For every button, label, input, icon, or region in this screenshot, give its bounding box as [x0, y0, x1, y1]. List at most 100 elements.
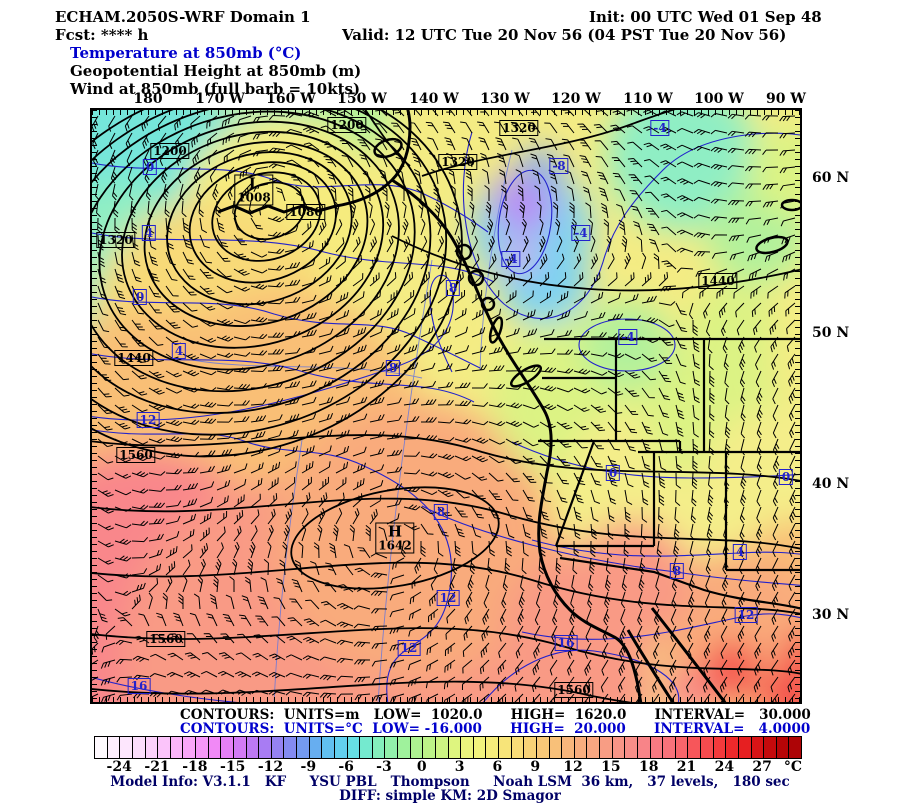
longitude-tick-label: 100 W: [694, 91, 744, 107]
colorbar-cell: [246, 737, 260, 758]
height-contour-label: 1440: [698, 273, 738, 289]
colorbar-cell: [410, 737, 424, 758]
colorbar-tick-label: -15: [220, 759, 246, 775]
temp-contour-label: 0: [778, 469, 794, 485]
temp-contour-label: 4: [171, 343, 187, 359]
colorbar-cell: [751, 737, 765, 758]
temp-contour-label: 12: [436, 590, 460, 606]
colorbar-tick-label: -9: [300, 759, 317, 775]
colorbar-tick-label: 6: [492, 759, 503, 775]
map-ticks-bottom: [92, 697, 800, 702]
colorbar-cell: [764, 737, 777, 758]
colorbar-tick-label: 18: [638, 759, 659, 775]
colorbar-cell: [334, 737, 348, 758]
longitude-tick-label: 180: [133, 91, 163, 107]
colorbar-cell: [398, 737, 411, 758]
colorbar-cell: [423, 737, 436, 758]
colorbar-unit-label: °C: [783, 759, 803, 775]
map-canvas: [92, 110, 800, 702]
colorbar-tick-label: -21: [144, 759, 170, 775]
temp-contour-label: 8: [433, 504, 449, 520]
colorbar-cell: [776, 737, 790, 758]
political-borders: [538, 337, 800, 610]
center-symbol: H: [387, 522, 403, 541]
colorbar-cell: [650, 737, 664, 758]
colorbar-tick-label: 15: [601, 759, 621, 775]
center-value: 1008: [237, 190, 271, 205]
longitude-tick-label: 140 W: [409, 91, 459, 107]
colorbar-cell: [372, 737, 386, 758]
longitude-tick-label: 120 W: [551, 91, 601, 107]
colorbar-tick-label: 0: [416, 759, 427, 775]
model-title: ECHAM.2050S-WRF Domain 1: [55, 8, 311, 26]
height-contour-label: 1080: [286, 204, 326, 220]
temp-contour-label: 12: [136, 412, 160, 428]
colorbar-cell: [435, 737, 449, 758]
longitude-tick-label: 170 W: [195, 91, 245, 107]
colorbar-tick-label: -18: [182, 759, 208, 775]
temp-contour-label: 8: [669, 563, 685, 579]
map-ticks-right: [795, 110, 800, 702]
colorbar-tick-label: 24: [714, 759, 735, 775]
height-contour-label: 1320: [499, 120, 539, 136]
colorbar-cell: [309, 737, 323, 758]
temp-contour-label: 8: [445, 280, 461, 296]
height-contour-label: 1560: [146, 631, 186, 647]
colorbar-tick-label: -24: [106, 759, 132, 775]
colorbar-cell: [549, 737, 563, 758]
valid-time: Valid: 12 UTC Tue 20 Nov 56 (04 PST Tue …: [342, 26, 787, 44]
colorbar-cell: [713, 737, 727, 758]
height-contour-label: 1560: [116, 447, 156, 463]
colorbar-tick-label: 21: [676, 759, 697, 775]
temp-contour-label: 4: [732, 544, 748, 560]
colorbar-cell: [158, 737, 171, 758]
colorbar-cell: [486, 737, 499, 758]
longitude-tick-label: 90 W: [765, 91, 807, 107]
init-time: Init: 00 UTC Wed 01 Sep 48: [589, 8, 822, 26]
colorbar-cell: [675, 737, 689, 758]
colorbar-tick-label: -3: [376, 759, 392, 775]
map-ticks-left: [92, 110, 97, 702]
temp-contour-label: 16: [554, 635, 578, 651]
model-info: Model Info: V3.1.1 KF YSU PBL Thompson N…: [110, 774, 790, 790]
field-height-label: Geopotential Height at 850mb (m): [70, 62, 362, 80]
colorbar-cell: [574, 737, 588, 758]
weather-map: 1200 1200 1080 1320 1320 1320 1440 1440 1560 1560…: [90, 108, 802, 704]
colorbar-cell: [196, 737, 209, 758]
temp-contour-label: -4: [501, 251, 521, 267]
colorbar-cell: [612, 737, 626, 758]
colorbar-tick-label: -12: [257, 759, 284, 775]
colorbar-tick-label: -6: [338, 759, 354, 775]
temp-contour-label: 16: [127, 678, 151, 694]
height-contour-legend: CONTOURS: UNITS=m LOW= 1020.0 HIGH= 1620…: [180, 707, 811, 723]
latitude-tick-label: 60 N: [812, 170, 850, 186]
center-symbol: L: [248, 174, 260, 193]
height-contour-label: 1560: [554, 682, 594, 698]
longitude-tick-label: 110 W: [623, 91, 673, 107]
height-contour-label: 1200: [327, 117, 367, 133]
colorbar-cell: [448, 737, 462, 758]
colorbar-tick-label: 9: [530, 759, 541, 775]
temp-contour-label: -4: [571, 225, 591, 241]
colorbar-cell: [145, 737, 159, 758]
colorbar-cell: [511, 737, 525, 758]
colorbar-cell: [663, 737, 676, 758]
coastlines: [217, 110, 800, 702]
colorbar-cell: [524, 737, 537, 758]
height-contour-label: 1320: [96, 232, 136, 248]
colorbar-cell: [385, 737, 398, 758]
field-wind-label: Wind at 850mb (full barb = 10kts): [70, 80, 361, 98]
colorbar-cell: [221, 737, 234, 758]
center-value: 1642: [378, 538, 412, 553]
colorbar-cell: [322, 737, 335, 758]
temp-contour-label: 4: [141, 225, 157, 241]
colorbar-cell: [120, 737, 133, 758]
temp-contour-label: 12: [734, 607, 758, 623]
colorbar-tick-label: 27: [752, 759, 772, 775]
field-temperature-label: Temperature at 850mb (°C): [70, 44, 302, 62]
colorbar-cell: [297, 737, 310, 758]
low-center-marker: L 1008: [234, 174, 274, 206]
height-contour-label: 1320: [438, 154, 478, 170]
height-contour-label: 1200: [150, 143, 190, 159]
temp-contour-label: -4: [618, 329, 638, 345]
